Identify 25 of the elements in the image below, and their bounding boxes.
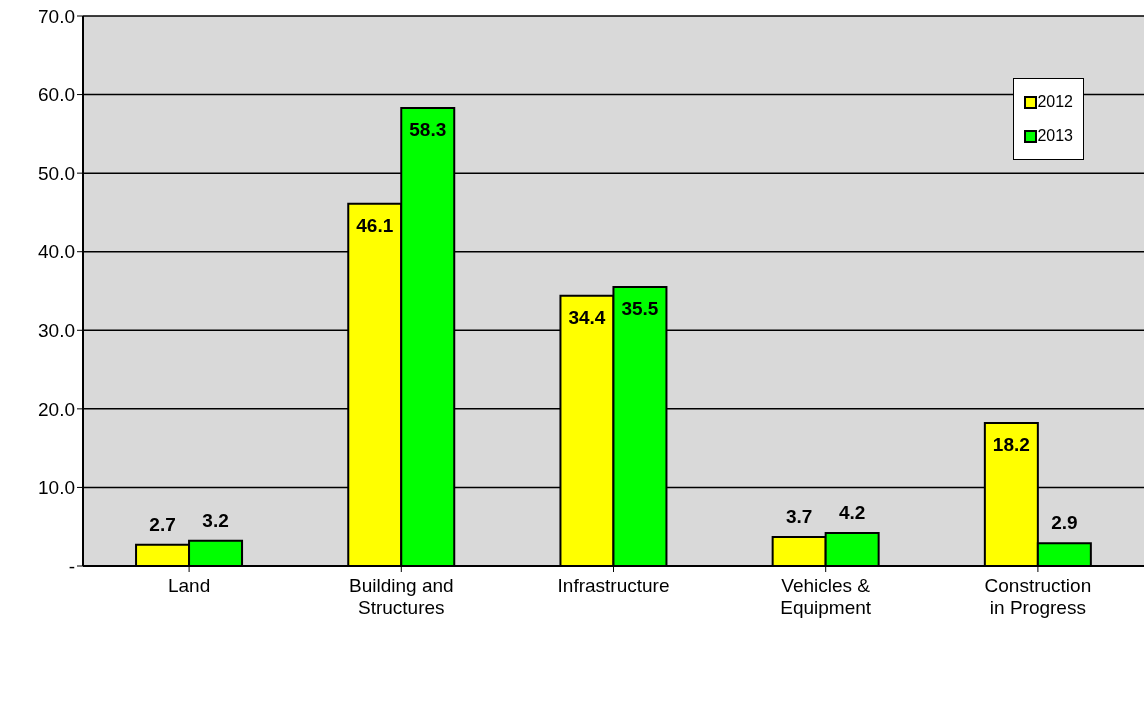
y-tick-label: 20.0 [38,398,75,420]
data-label: 3.7 [785,505,813,527]
y-tick-label: - [68,555,75,577]
y-tick-label: 30.0 [38,320,75,342]
y-tick-label: 70.0 [38,5,75,27]
data-label: 46.1 [356,214,394,236]
data-label: 2.9 [1051,512,1078,534]
data-label: 18.2 [992,434,1030,455]
x-tick-label: Land [167,575,211,596]
x-tick-label: Construction in Progress [984,575,1092,618]
y-tick-label: 60.0 [38,84,75,106]
data-label: 3.2 [202,509,229,531]
y-tick-label: 40.0 [38,241,75,263]
legend-label: 2013 [1037,126,1073,146]
x-tick-label: Building and Structures [349,575,454,618]
data-label: 2.7 [149,513,176,535]
data-label: 58.3 [409,118,447,140]
legend-label: 2012 [1037,92,1073,112]
data-label: 4.2 [838,502,866,523]
x-tick-label: Vehicles & Equipment [780,575,872,618]
x-tick-label: Infrastructure [557,575,670,596]
y-tick-label: 50.0 [38,162,75,184]
data-label: 35.5 [621,298,659,320]
y-tick-label: 10.0 [38,477,75,499]
data-label: 34.4 [568,306,606,328]
